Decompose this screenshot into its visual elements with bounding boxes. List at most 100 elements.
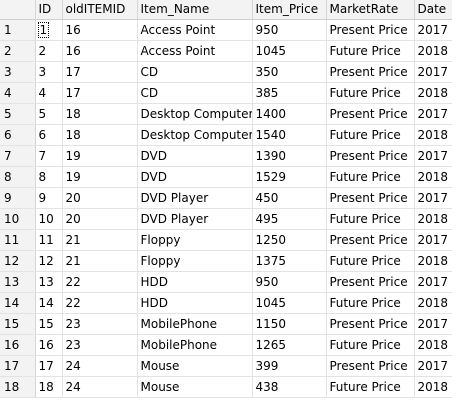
cell-id[interactable]: 12 [35,250,63,272]
cell-marketrate[interactable]: Future Price [326,124,415,146]
cell-id[interactable]: 13 [35,271,63,293]
cell-id[interactable]: 6 [35,124,63,146]
row-number[interactable]: 5 [0,103,36,125]
cell-item-price[interactable]: 1390 [252,145,327,167]
row-number[interactable]: 6 [0,124,36,146]
cell-id[interactable]: 10 [35,208,63,230]
cell-item-name[interactable]: Access Point [137,40,253,62]
cell-item-name[interactable]: Desktop Computer [137,103,253,125]
row-number[interactable]: 12 [0,250,36,272]
cell-item-price[interactable]: 495 [252,208,327,230]
cell-date[interactable]: 2017 [414,61,453,83]
column-header-item-name[interactable]: Item_Name [137,0,253,20]
cell-marketrate[interactable]: Present Price [326,355,415,377]
cell-item-price[interactable]: 385 [252,82,327,104]
row-number[interactable]: 16 [0,334,36,356]
column-header-olditemid[interactable]: oldITEMID [62,0,138,20]
cell-date[interactable]: 2017 [414,229,453,251]
cell-id[interactable]: 1 [35,19,63,41]
cell-date[interactable]: 2017 [414,187,453,209]
table-row[interactable]: 17 17 24 Mouse 399 Present Price 2017 [0,355,453,377]
cell-date[interactable]: 2018 [414,334,453,356]
cell-item-price[interactable]: 1045 [252,292,327,314]
cell-marketrate[interactable]: Future Price [326,208,415,230]
cell-date[interactable]: 2018 [414,124,453,146]
cell-marketrate[interactable]: Present Price [326,103,415,125]
cell-id[interactable]: 4 [35,82,63,104]
row-number[interactable]: 4 [0,82,36,104]
cell-item-name[interactable]: HDD [137,271,253,293]
cell-id[interactable]: 7 [35,145,63,167]
cell-item-price[interactable]: 1265 [252,334,327,356]
cell-olditemid[interactable]: 16 [62,19,138,41]
cell-olditemid[interactable]: 21 [62,250,138,272]
cell-marketrate[interactable]: Future Price [326,40,415,62]
cell-olditemid[interactable]: 17 [62,82,138,104]
cell-olditemid[interactable]: 17 [62,61,138,83]
cell-olditemid[interactable]: 22 [62,292,138,314]
table-row[interactable]: 5 5 18 Desktop Computer 1400 Present Price 201… [0,103,453,125]
table-row[interactable]: 18 18 24 Mouse 438 Future Price 2018 [0,376,453,398]
column-header-marketrate[interactable]: MarketRate [326,0,415,20]
cell-item-name[interactable]: MobilePhone [137,313,253,335]
cell-date[interactable]: 2018 [414,82,453,104]
cell-item-name[interactable]: HDD [137,292,253,314]
cell-id[interactable]: 14 [35,292,63,314]
cell-item-price[interactable]: 438 [252,376,327,398]
row-number[interactable]: 8 [0,166,36,188]
cell-date[interactable]: 2017 [414,313,453,335]
row-number[interactable]: 13 [0,271,36,293]
cell-item-name[interactable]: DVD Player [137,208,253,230]
cell-olditemid[interactable]: 18 [62,103,138,125]
cell-item-name[interactable]: Mouse [137,355,253,377]
cell-olditemid[interactable]: 23 [62,334,138,356]
cell-marketrate[interactable]: Future Price [326,292,415,314]
cell-marketrate[interactable]: Future Price [326,82,415,104]
cell-marketrate[interactable]: Future Price [326,250,415,272]
cell-id[interactable]: 15 [35,313,63,335]
corner-header[interactable] [0,0,36,20]
table-row[interactable]: 8 8 19 DVD 1529 Future Price 2018 [0,166,453,188]
cell-item-name[interactable]: Floppy [137,250,253,272]
cell-id[interactable]: 11 [35,229,63,251]
table-row[interactable]: 11 11 21 Floppy 1250 Present Price 2017 [0,229,453,251]
row-number[interactable]: 11 [0,229,36,251]
column-header-item-price[interactable]: Item_Price [252,0,327,20]
cell-olditemid[interactable]: 24 [62,355,138,377]
table-row[interactable]: 15 15 23 MobilePhone 1150 Present Price 2017 [0,313,453,335]
cell-date[interactable]: 2017 [414,355,453,377]
cell-marketrate[interactable]: Present Price [326,145,415,167]
cell-date[interactable]: 2017 [414,145,453,167]
cell-date[interactable]: 2018 [414,40,453,62]
cell-olditemid[interactable]: 20 [62,208,138,230]
table-row[interactable]: 12 12 21 Floppy 1375 Future Price 2018 [0,250,453,272]
cell-olditemid[interactable]: 23 [62,313,138,335]
table-row[interactable]: 4 4 17 CD 385 Future Price 2018 [0,82,453,104]
cell-id[interactable]: 18 [35,376,63,398]
cell-marketrate[interactable]: Present Price [326,229,415,251]
cell-marketrate[interactable]: Present Price [326,313,415,335]
row-number[interactable]: 1 [0,19,36,41]
cell-item-price[interactable]: 1150 [252,313,327,335]
cell-olditemid[interactable]: 18 [62,124,138,146]
row-number[interactable]: 18 [0,376,36,398]
cell-item-name[interactable]: DVD Player [137,187,253,209]
cell-date[interactable]: 2017 [414,19,453,41]
cell-id[interactable]: 16 [35,334,63,356]
cell-date[interactable]: 2018 [414,376,453,398]
cell-marketrate[interactable]: Future Price [326,334,415,356]
row-number[interactable]: 9 [0,187,36,209]
cell-item-price[interactable]: 1045 [252,40,327,62]
cell-marketrate[interactable]: Future Price [326,376,415,398]
column-header-date[interactable]: Date [414,0,453,20]
cell-item-price[interactable]: 399 [252,355,327,377]
table-row[interactable]: 6 6 18 Desktop Computer 1540 Future Price 2018 [0,124,453,146]
cell-date[interactable]: 2017 [414,271,453,293]
table-row[interactable]: 9 9 20 DVD Player 450 Present Price 2017 [0,187,453,209]
cell-id[interactable]: 3 [35,61,63,83]
cell-marketrate[interactable]: Present Price [326,187,415,209]
row-number[interactable]: 15 [0,313,36,335]
cell-marketrate[interactable]: Future Price [326,166,415,188]
cell-item-price[interactable]: 1250 [252,229,327,251]
cell-item-name[interactable]: DVD [137,145,253,167]
